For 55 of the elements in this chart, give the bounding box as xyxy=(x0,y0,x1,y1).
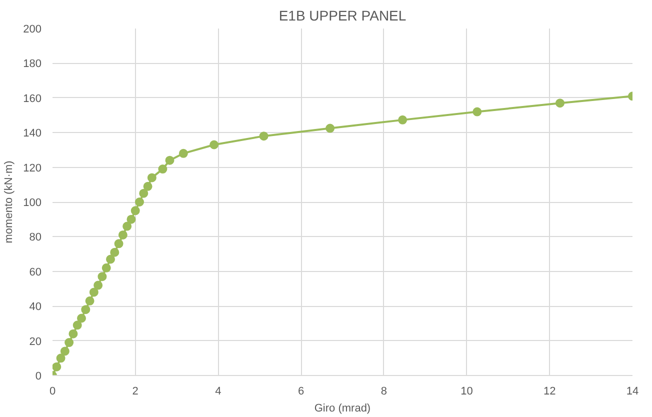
x-tick-label: 10 xyxy=(460,386,473,398)
y-axis-title: momento (kN·m) xyxy=(3,160,16,244)
y-tick-label: 200 xyxy=(23,24,42,36)
point xyxy=(106,254,115,264)
point xyxy=(259,132,268,141)
x-tick-label: 8 xyxy=(380,386,387,398)
point xyxy=(64,338,74,348)
y-tick-label: 140 xyxy=(23,128,42,140)
point xyxy=(118,230,128,240)
point xyxy=(130,206,140,216)
point xyxy=(139,188,148,198)
point xyxy=(556,98,564,108)
point xyxy=(60,346,70,356)
chart-title: E1B UPPER PANEL xyxy=(278,8,406,24)
x-tick-label: 0 xyxy=(49,386,56,398)
y-tick-label: 80 xyxy=(29,232,42,244)
point xyxy=(165,156,174,165)
point xyxy=(85,296,94,306)
y-tick-label: 40 xyxy=(29,301,42,314)
x-tick-label: 14 xyxy=(626,386,639,398)
point xyxy=(114,239,124,248)
point xyxy=(122,222,132,231)
point xyxy=(81,305,90,314)
x-tick-label: 12 xyxy=(544,386,556,398)
point xyxy=(68,329,78,338)
point xyxy=(135,198,144,206)
y-tick-label: 0 xyxy=(35,370,42,382)
point xyxy=(102,263,111,272)
point xyxy=(52,362,62,372)
y-tick-label: 60 xyxy=(29,266,42,278)
y-tick-label: 160 xyxy=(23,92,42,105)
y-tick-label: 180 xyxy=(23,58,42,70)
y-tick-label: 100 xyxy=(23,197,42,209)
point xyxy=(178,148,188,158)
x-axis-title: Giro (mrad) xyxy=(314,402,371,414)
point xyxy=(143,182,152,191)
point xyxy=(147,173,156,182)
x-tick-label: 2 xyxy=(132,386,138,398)
point xyxy=(56,354,66,363)
point xyxy=(89,288,98,297)
point xyxy=(77,314,86,323)
x-tick-label: 6 xyxy=(298,386,304,398)
point xyxy=(110,248,120,257)
point xyxy=(210,140,219,150)
point xyxy=(98,272,107,282)
x-tick-label: 4 xyxy=(215,386,222,398)
point xyxy=(472,107,482,116)
point xyxy=(94,280,103,290)
point xyxy=(398,115,408,124)
point xyxy=(72,320,82,330)
y-tick-label: 20 xyxy=(29,336,42,348)
y-tick-label: 120 xyxy=(23,162,42,174)
point xyxy=(326,124,335,133)
point xyxy=(126,214,136,224)
point xyxy=(158,164,168,174)
